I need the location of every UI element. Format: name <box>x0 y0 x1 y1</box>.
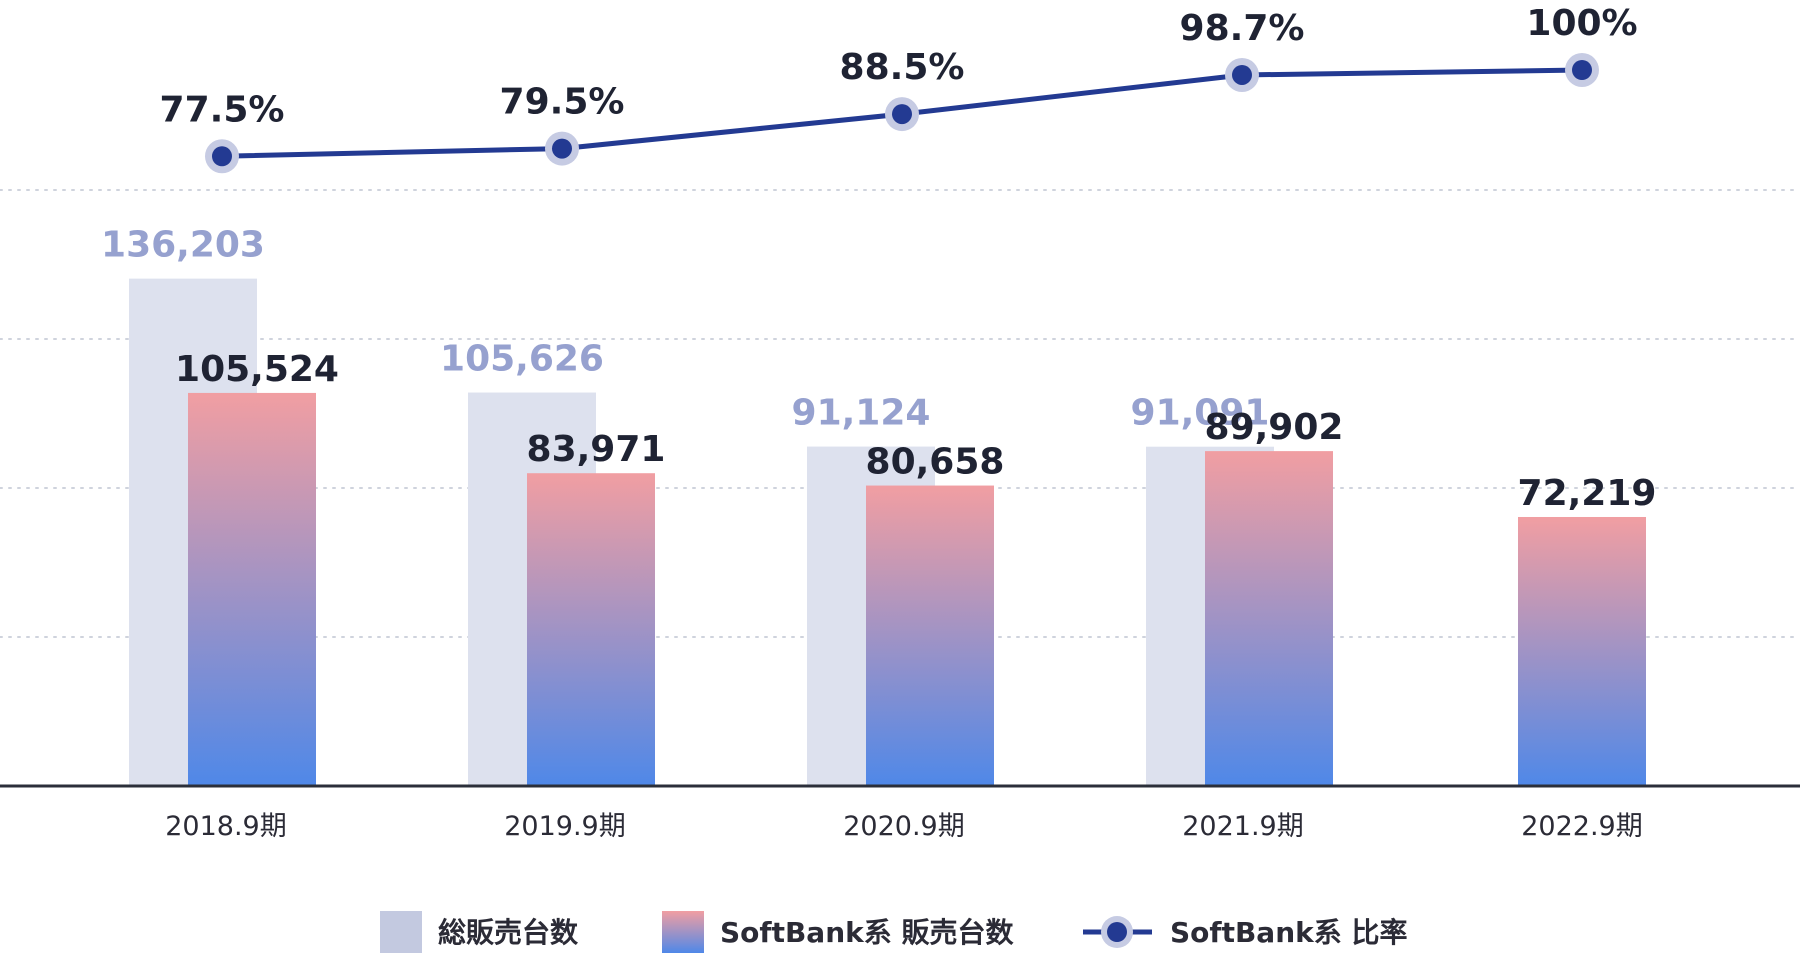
bar-softbank <box>866 485 994 786</box>
ratio-label: 79.5% <box>500 82 625 123</box>
x-tick-label: 2018.9期 <box>165 811 286 842</box>
legend-label-softbank: SoftBank系 販売台数 <box>720 916 1015 949</box>
x-tick-label: 2020.9期 <box>843 811 964 842</box>
bar-label-softbank: 105,524 <box>175 349 339 390</box>
bar-softbank <box>188 392 316 786</box>
ratio-label: 98.7% <box>1180 8 1305 49</box>
bar-softbank <box>1205 451 1333 786</box>
ratio-label: 77.5% <box>160 89 285 130</box>
bar-label-softbank: 83,971 <box>527 429 666 470</box>
bar-softbank <box>527 473 655 786</box>
legend-swatch-softbank <box>662 911 704 953</box>
x-tick-label: 2021.9期 <box>1182 811 1303 842</box>
ratio-label: 100% <box>1526 3 1637 44</box>
bar-softbank <box>1518 516 1646 786</box>
x-tick-label: 2019.9期 <box>504 811 625 842</box>
ratio-marker <box>552 138 572 159</box>
ratio-label: 88.5% <box>840 47 965 88</box>
legend: 総販売台数 SoftBank系 販売台数 SoftBank系 比率 <box>380 911 1408 953</box>
x-axis: 2018.9期 2019.9期 2020.9期 2021.9期 2022.9期 <box>0 784 1800 842</box>
bar-label-softbank: 89,902 <box>1205 407 1344 448</box>
x-tick-label: 2022.9期 <box>1521 811 1642 842</box>
bar-label-total: 136,203 <box>101 225 265 266</box>
bar-label-total: 105,626 <box>440 339 604 380</box>
bar-label-softbank: 72,219 <box>1518 473 1657 514</box>
bar-label-softbank: 80,658 <box>866 442 1005 483</box>
data-labels: 136,203 105,524 105,626 83,971 91,124 80,658 9… <box>101 3 1656 514</box>
bars <box>129 278 1646 786</box>
legend-swatch-total <box>380 911 422 953</box>
ratio-line <box>205 53 1599 174</box>
ratio-marker <box>892 104 912 125</box>
ratio-marker <box>1232 64 1252 85</box>
legend-label-total: 総販売台数 <box>438 916 579 949</box>
legend-marker-ratio <box>1107 922 1127 942</box>
ratio-marker <box>1572 60 1592 80</box>
legend-label-ratio: SoftBank系 比率 <box>1170 916 1408 949</box>
bar-label-total: 91,124 <box>792 393 931 434</box>
ratio-marker <box>212 146 232 167</box>
bar-label-total: 91,091 <box>1131 393 1270 434</box>
